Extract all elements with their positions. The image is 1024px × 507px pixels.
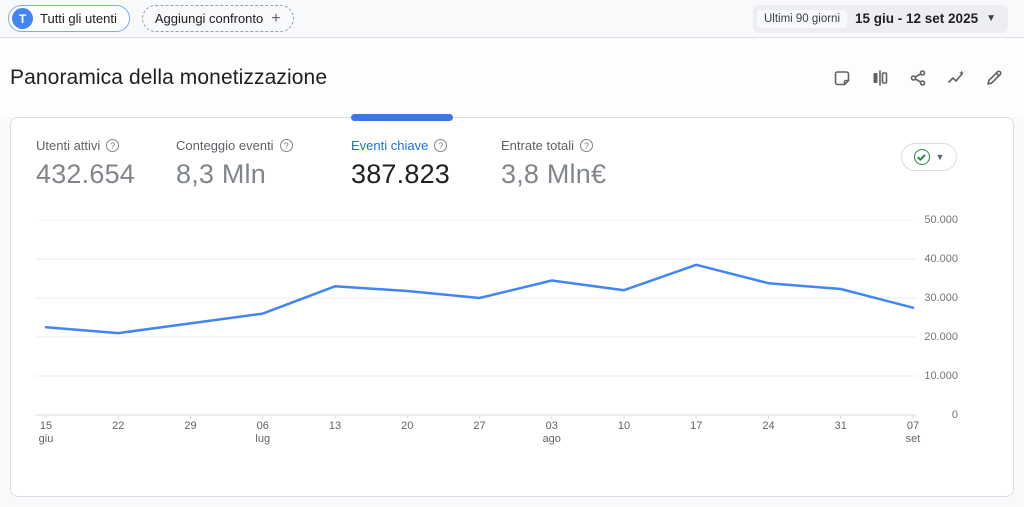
metric-label: Entrate totali (501, 138, 574, 153)
add-comparison-chip[interactable]: Aggiungi confronto + (141, 5, 294, 32)
x-tick-label: 31 (834, 420, 847, 432)
help-icon[interactable]: ? (434, 139, 448, 152)
add-comparison-label: Aggiungi confronto (154, 11, 264, 26)
x-tick-label: 07 set (905, 420, 921, 445)
metric-value: 3,8 Mln€ (501, 159, 607, 189)
chevron-down-icon: ▼ (935, 152, 945, 162)
date-preset-badge: Ultimi 90 giorni (756, 9, 848, 28)
date-range-text: 15 giu - 12 set 2025 (855, 11, 979, 26)
help-icon[interactable]: ? (580, 139, 593, 152)
y-tick-label: 10.000 (924, 370, 958, 382)
header-actions (832, 68, 1004, 88)
page-header: Panoramica della monetizzazione (0, 39, 1024, 117)
x-tick-label: 03 ago (542, 420, 561, 445)
y-tick-label: 0 (951, 409, 958, 421)
x-tick-label: 20 (401, 420, 414, 432)
edit-icon[interactable] (984, 68, 1004, 88)
y-tick-label: 30.000 (924, 292, 958, 304)
x-tick-label: 10 (617, 420, 631, 432)
topbar: T Tutti gli utenti Aggiungi confronto + … (0, 0, 1024, 38)
comparison-icon[interactable] (870, 68, 890, 88)
x-tick-label: 17 (690, 420, 703, 432)
metric-label: Eventi chiave (351, 138, 429, 153)
audience-chip-label: Tutti gli utenti (40, 11, 117, 26)
insights-icon[interactable] (946, 68, 966, 88)
help-icon[interactable]: ? (106, 139, 120, 152)
metric-label: Utenti attivi (36, 138, 101, 153)
line-chart (36, 220, 916, 420)
check-circle-icon (913, 149, 930, 165)
metric-value: 8,3 Mln (176, 159, 266, 189)
note-icon[interactable] (832, 68, 852, 88)
y-tick-label: 50.000 (924, 214, 958, 226)
scorecard-row: Utenti attivi? 432.654 Conteggio eventi? 8,… (36, 114, 671, 190)
monetization-overview-card: Utenti attivi? 432.654 Conteggio eventi? 8,… (10, 114, 1014, 497)
metric-card-utenti-attivi[interactable]: Utenti attivi? 432.654 (36, 138, 176, 190)
audience-chip[interactable]: T Tutti gli utenti (8, 5, 130, 32)
page-title: Panoramica della monetizzazione (10, 66, 328, 89)
x-tick-label: 27 (473, 420, 486, 432)
share-icon[interactable] (908, 68, 928, 88)
y-tick-label: 20.000 (924, 331, 958, 343)
series-line (44, 263, 915, 335)
metric-card-eventi-chiave[interactable]: Eventi chiave? 387.823 (351, 114, 501, 190)
metric-value: 432.654 (36, 159, 135, 189)
chevron-down-icon: ▼ (986, 13, 996, 24)
metric-label: Conteggio eventi (176, 138, 274, 153)
x-tick-label: 06 lug (255, 420, 271, 445)
audience-avatar: T (12, 8, 33, 29)
x-tick-label: 24 (762, 420, 775, 432)
selected-metric-indicator (351, 114, 453, 121)
metric-card-entrate-totali[interactable]: Entrate totali? 3,8 Mln€ (501, 138, 671, 190)
y-tick-label: 40.000 (924, 253, 958, 265)
data-quality-button[interactable]: ▼ (901, 143, 957, 171)
plus-icon: + (271, 9, 281, 27)
help-icon[interactable]: ? (279, 139, 293, 152)
x-tick-label: 22 (112, 420, 125, 432)
date-range-picker[interactable]: Ultimi 90 giorni 15 giu - 12 set 2025 ▼ (752, 4, 1008, 33)
x-tick-label: 13 (328, 420, 342, 432)
metric-card-conteggio-eventi[interactable]: Conteggio eventi? 8,3 Mln (176, 138, 351, 190)
metric-value: 387.823 (351, 159, 450, 189)
x-tick-label: 15 giu (38, 420, 54, 445)
x-tick-label: 29 (184, 420, 197, 432)
